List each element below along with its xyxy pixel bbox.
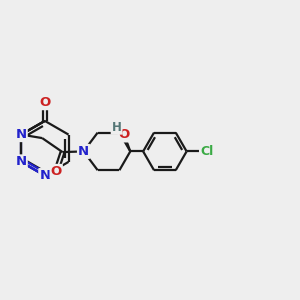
Text: O: O: [51, 165, 62, 178]
Text: H: H: [112, 121, 122, 134]
Text: O: O: [39, 96, 50, 109]
Text: Cl: Cl: [200, 145, 213, 158]
Text: N: N: [16, 128, 27, 141]
Text: N: N: [39, 169, 50, 182]
Text: O: O: [119, 128, 130, 141]
Text: N: N: [16, 155, 27, 168]
Text: N: N: [78, 145, 89, 158]
